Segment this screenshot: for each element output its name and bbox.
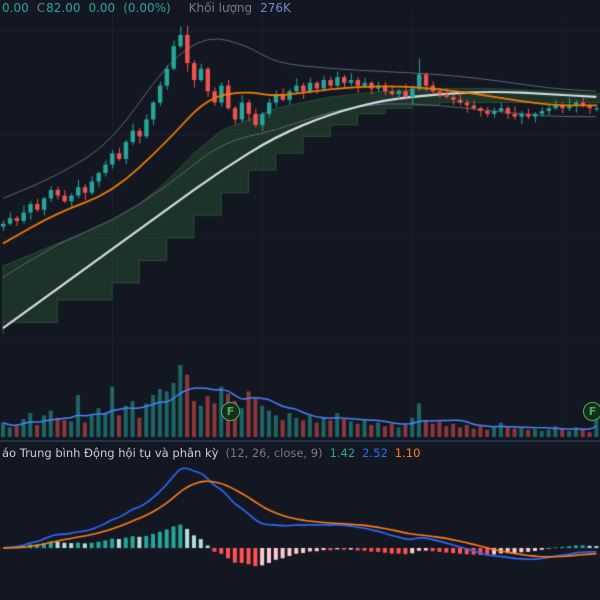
macd-histogram-value: 1.42 (329, 446, 356, 460)
macd-params: (12, 26, close, 9) (225, 446, 323, 460)
pane-resize-handle[interactable] (0, 440, 600, 442)
close-label: C (36, 1, 46, 15)
macd-title: áo Trung bình Động hội tụ và phân kỳ (2, 446, 219, 460)
change-pct-value: (0.00%) (123, 1, 171, 15)
price-value: 0.00 (2, 1, 29, 15)
volume-label: Khối lượng (188, 1, 253, 15)
close-value: 82.00 (46, 1, 81, 15)
macd-signal-value: 1.10 (394, 446, 421, 460)
macd-indicator-legend[interactable]: áo Trung bình Động hội tụ và phân kỳ (12… (2, 446, 420, 460)
event-flag-badge[interactable]: F (583, 402, 600, 421)
macd-line-value: 2.52 (362, 446, 388, 460)
event-flag-badge[interactable]: F (221, 402, 240, 421)
close-price-pair: C 82.00 (37, 1, 81, 15)
change-abs-value: 0.00 (88, 1, 116, 15)
volume-value: 276K (260, 1, 291, 15)
ohlc-legend: 0.00 C 82.00 0.00 (0.00%) Khối lượng 276… (2, 1, 291, 15)
